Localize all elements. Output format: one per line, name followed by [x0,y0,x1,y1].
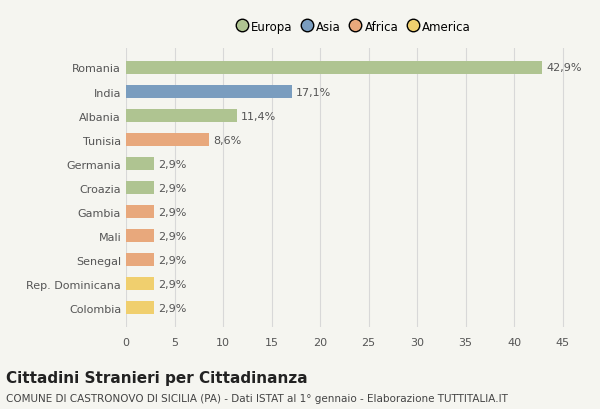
Bar [126,157,154,171]
Text: 2,9%: 2,9% [158,255,187,265]
Legend: Europa, Asia, Africa, America: Europa, Asia, Africa, America [232,16,476,38]
Text: 2,9%: 2,9% [158,159,187,169]
Bar [126,62,542,75]
Text: 11,4%: 11,4% [241,111,276,121]
Bar [126,86,292,99]
Bar [126,110,236,123]
Bar [126,254,154,267]
Bar [126,182,154,195]
Text: 2,9%: 2,9% [158,303,187,313]
Bar [126,205,154,219]
Bar [126,277,154,290]
Text: 17,1%: 17,1% [296,87,331,97]
Text: 8,6%: 8,6% [214,135,242,145]
Text: 42,9%: 42,9% [546,63,581,73]
Bar [126,134,209,147]
Text: Cittadini Stranieri per Cittadinanza: Cittadini Stranieri per Cittadinanza [6,370,308,385]
Text: 2,9%: 2,9% [158,231,187,241]
Text: 2,9%: 2,9% [158,279,187,289]
Text: COMUNE DI CASTRONOVO DI SICILIA (PA) - Dati ISTAT al 1° gennaio - Elaborazione T: COMUNE DI CASTRONOVO DI SICILIA (PA) - D… [6,393,508,403]
Text: 2,9%: 2,9% [158,207,187,217]
Text: 2,9%: 2,9% [158,183,187,193]
Bar [126,229,154,243]
Bar [126,301,154,315]
